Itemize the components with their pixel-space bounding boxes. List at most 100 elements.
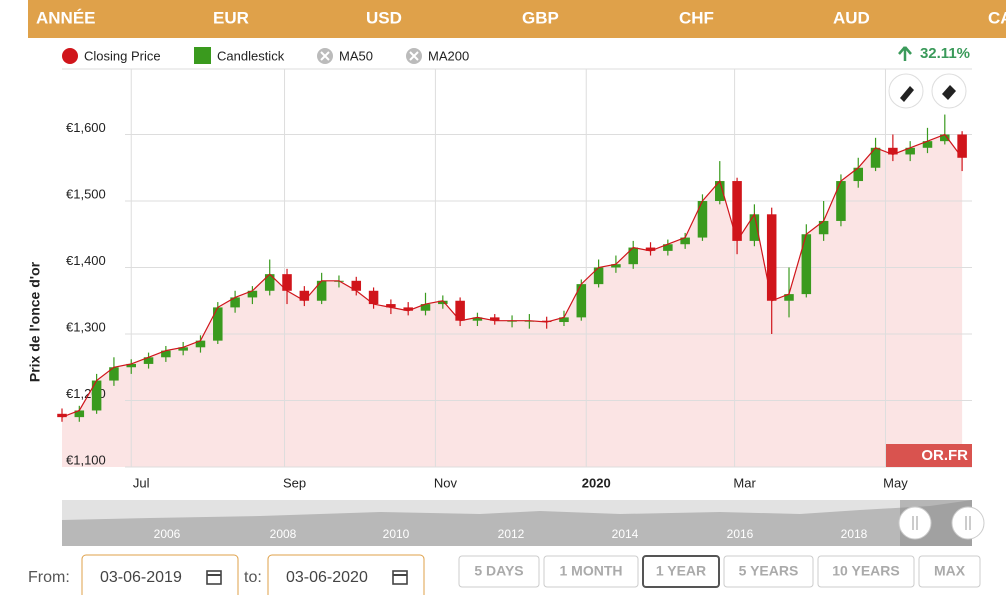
y-tick-label: €1,100 — [66, 452, 106, 467]
candle-body — [282, 274, 292, 291]
range-button[interactable] — [458, 555, 540, 588]
range-button-label: 1 YEAR — [656, 563, 706, 579]
candle-body — [940, 134, 950, 142]
logo-box — [886, 444, 972, 467]
calendar-icon — [206, 570, 222, 585]
navigator-label: 2010 — [383, 527, 410, 541]
logo: OR.FR — [921, 447, 968, 464]
candle-body — [663, 244, 673, 251]
candle-body — [905, 147, 915, 155]
range-button[interactable] — [918, 555, 981, 588]
candle-body — [680, 237, 690, 245]
y-tick-label: €1,300 — [66, 319, 106, 334]
navigator-label: 2006 — [154, 527, 181, 541]
candle-body — [784, 294, 794, 301]
candle-body — [91, 380, 102, 411]
tab-bar — [28, 0, 1006, 38]
legend-label[interactable]: Candlestick — [217, 48, 285, 63]
candle-body — [351, 280, 362, 291]
x-tick-label: Nov — [434, 475, 458, 490]
navigator-label: 2012 — [498, 527, 525, 541]
candle-body — [576, 284, 587, 318]
range-button[interactable] — [543, 555, 639, 588]
candle-body — [489, 317, 500, 321]
range-button[interactable] — [723, 555, 814, 588]
candle-body — [109, 367, 119, 381]
y-tick-label: €1,600 — [66, 120, 106, 135]
candle-body — [213, 307, 223, 341]
candle-body — [403, 307, 413, 311]
navigator-label: 2016 — [727, 527, 754, 541]
x-tick-label: Jul — [133, 475, 150, 490]
close-area — [62, 134, 963, 467]
date-input[interactable] — [267, 554, 425, 595]
candle-body — [922, 141, 933, 148]
change: 32.11% — [920, 45, 970, 62]
from-label: From: — [28, 569, 70, 586]
candle-body — [455, 300, 465, 321]
candle-body — [853, 167, 864, 182]
candle-body — [420, 304, 431, 311]
navigator-label: 2014 — [612, 527, 639, 541]
tool-icon — [942, 85, 956, 100]
candle-body — [195, 340, 206, 348]
candle-body — [541, 320, 552, 323]
y-tick-label: €1,500 — [66, 186, 106, 201]
y-tick-label: €1,400 — [66, 253, 106, 268]
calendar-icon — [392, 570, 408, 585]
navigator-handle[interactable] — [898, 506, 932, 540]
candle-body — [818, 220, 829, 235]
navigator-series — [62, 500, 972, 546]
candle-body — [299, 290, 310, 301]
candle-body — [836, 181, 846, 221]
tool-icon — [900, 86, 914, 102]
candle-body — [438, 300, 448, 305]
range-button[interactable] — [642, 555, 720, 588]
range-button-label: 1 MONTH — [560, 563, 623, 579]
legend-icon — [409, 51, 419, 61]
candle-body — [732, 181, 742, 241]
candle-body — [247, 290, 258, 298]
tab[interactable]: ANNÉE — [36, 8, 96, 27]
legend-label[interactable]: Closing Price — [84, 48, 161, 63]
legend-icon — [320, 51, 330, 61]
legend-label[interactable]: MA200 — [428, 48, 469, 63]
navigator-handle[interactable] — [951, 506, 985, 540]
range-button-label: MAX — [934, 563, 966, 579]
navigator-label: 2008 — [270, 527, 297, 541]
candle-body — [957, 134, 967, 158]
legend-label[interactable]: MA50 — [339, 48, 373, 63]
tab[interactable]: AUD — [833, 8, 870, 27]
close-line — [61, 133, 963, 418]
candle-body — [870, 147, 881, 168]
legend-swatch — [62, 48, 78, 64]
tab[interactable]: EUR — [213, 8, 249, 27]
date-value: 03-06-2019 — [100, 569, 182, 586]
legend-swatch — [194, 47, 211, 64]
range-button-label: 5 YEARS — [739, 563, 799, 579]
candle-body — [888, 147, 898, 155]
candle-body — [368, 290, 379, 305]
candle-body — [230, 297, 240, 308]
candle-body — [715, 181, 725, 201]
candle-body — [766, 214, 777, 301]
candle-body — [316, 280, 327, 301]
x-tick-label: May — [883, 475, 908, 490]
candle-body — [472, 317, 483, 321]
y-axis-label: Prix de l'once d'or — [27, 261, 43, 382]
date-input[interactable] — [81, 554, 239, 595]
tab[interactable]: CAD — [988, 8, 1006, 27]
x-tick-label: Mar — [733, 475, 756, 490]
candle-body — [178, 347, 188, 351]
handle-grip — [965, 516, 971, 530]
candle-body — [126, 363, 136, 368]
candle-body — [57, 413, 67, 418]
candle-body — [161, 350, 171, 358]
tab[interactable]: GBP — [522, 8, 559, 27]
tab[interactable]: USD — [366, 8, 402, 27]
tab[interactable]: CHF — [679, 8, 714, 27]
handle-grip — [912, 516, 918, 530]
candle-body — [749, 214, 760, 241]
range-button[interactable] — [817, 555, 915, 588]
